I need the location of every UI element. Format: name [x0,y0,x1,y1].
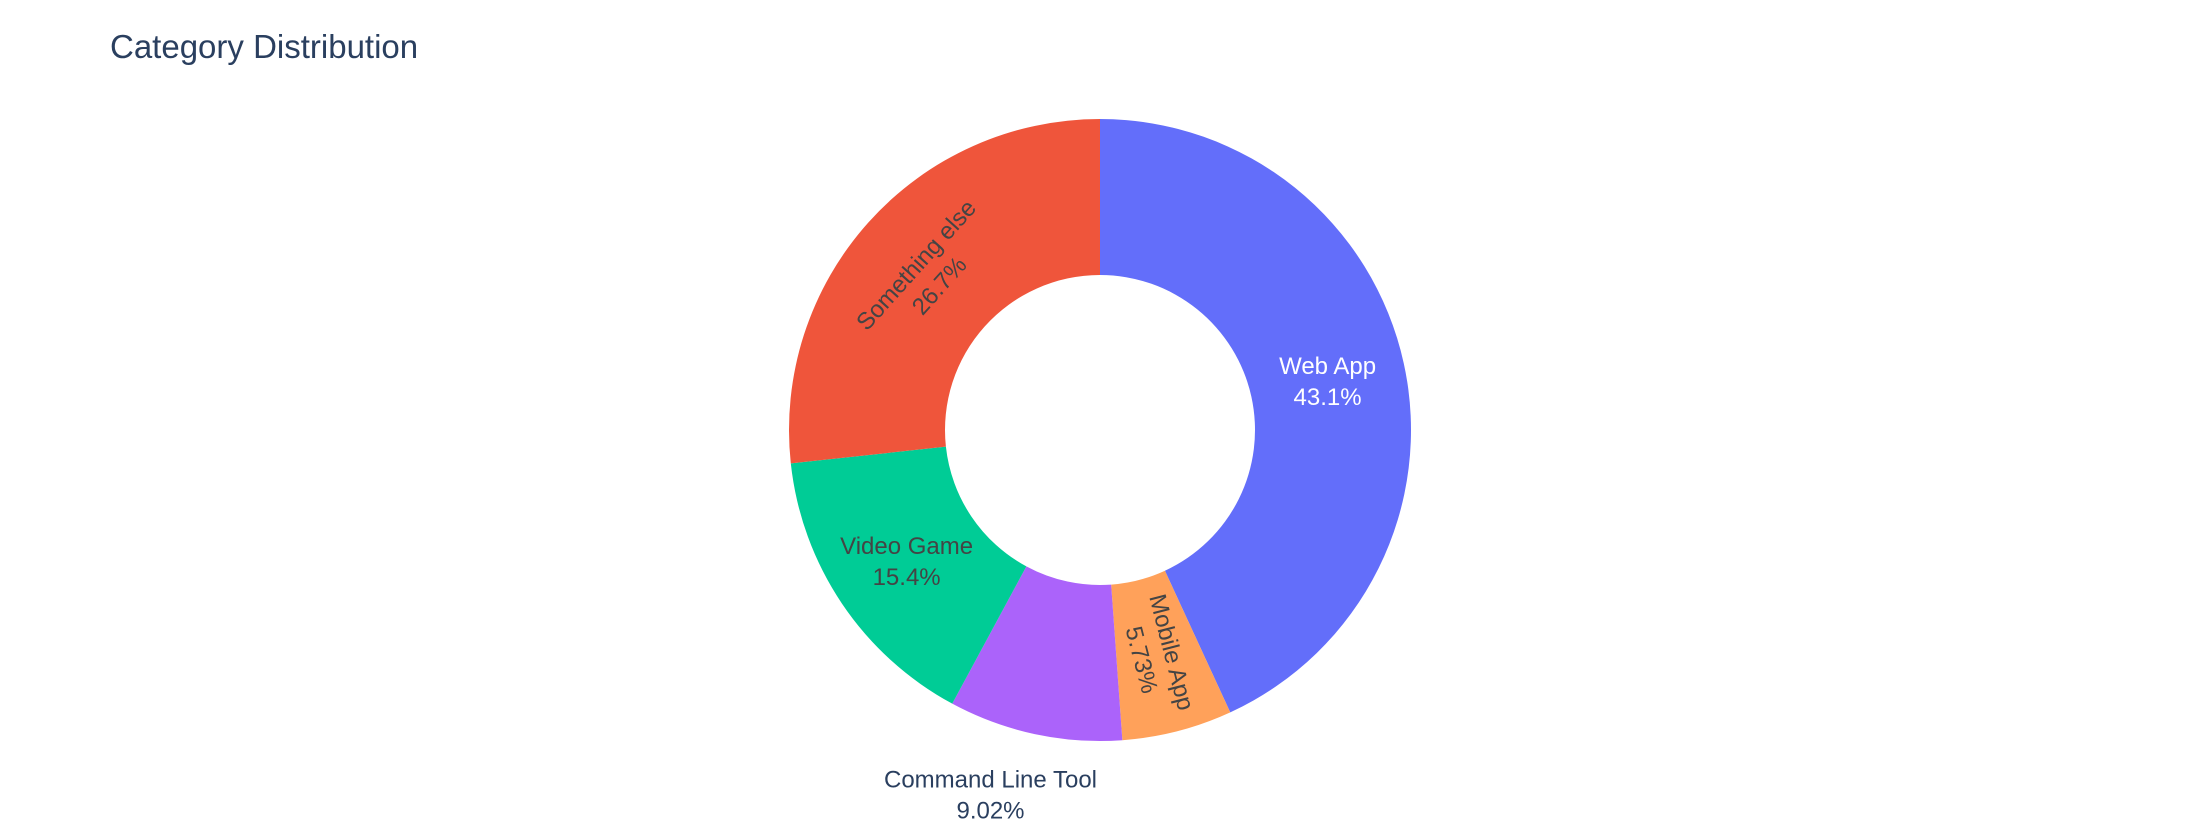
slice-command-line-tool[interactable] [952,566,1123,741]
slice-percent-label: 15.4% [873,564,941,591]
slice-name-label: Web App [1279,353,1376,380]
slice-video-game[interactable] [790,446,1027,704]
slices-layer [789,119,1411,741]
slice-label-video-game: Video Game 15.4% [840,533,973,591]
slice-label-command-line-tool: Command Line Tool 9.02% [884,767,1097,825]
chart-title: Category Distribution [110,28,419,65]
slice-web-app[interactable] [1100,119,1411,713]
slice-name-label: Command Line Tool [884,767,1097,794]
slice-something-else[interactable] [789,119,1100,464]
slice-mobile-app[interactable] [1111,570,1231,741]
slice-label-web-app: Web App 43.1% [1279,353,1376,411]
slice-percent-label: 9.02% [956,798,1024,825]
slice-percent-label: 43.1% [1294,384,1362,411]
slice-name-label: Video Game [840,533,973,560]
